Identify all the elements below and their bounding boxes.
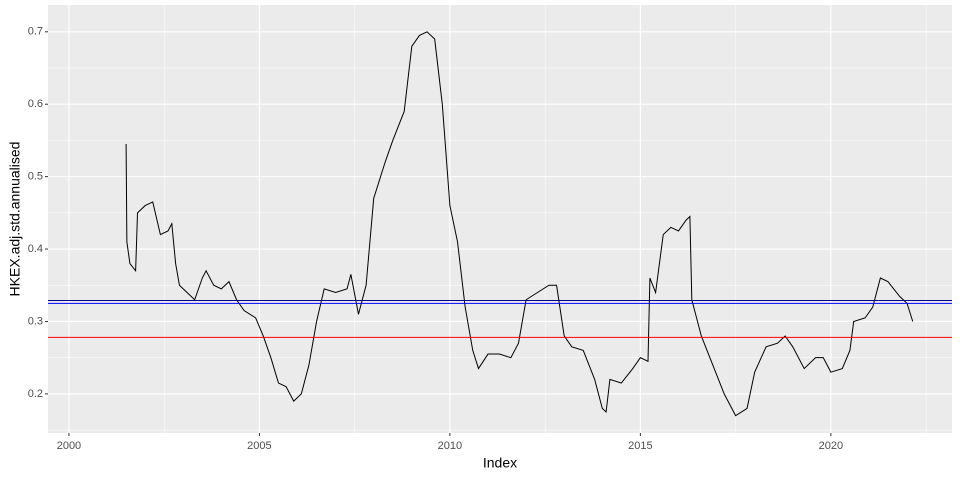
line	[125, 31, 914, 417]
y-axis-title: HKEX.adj.std.annualised	[7, 142, 23, 297]
x-tick-label: 2005	[247, 440, 271, 452]
x-axis-title: Index	[483, 455, 517, 471]
y-tick-label: 0.3	[28, 315, 43, 327]
y-tick-label: 0.7	[28, 26, 43, 38]
y-tick-label: 0.4	[28, 243, 43, 255]
x-tick-label: 2020	[819, 440, 843, 452]
y-tick-label: 0.5	[28, 171, 43, 183]
x-tick-label: 2000	[57, 440, 81, 452]
y-tick-label: 0.6	[28, 98, 43, 110]
panel	[48, 5, 952, 433]
x-tick-label: 2010	[438, 440, 462, 452]
x-tick-label: 2015	[628, 440, 652, 452]
y-tick-label: 0.2	[28, 388, 43, 400]
